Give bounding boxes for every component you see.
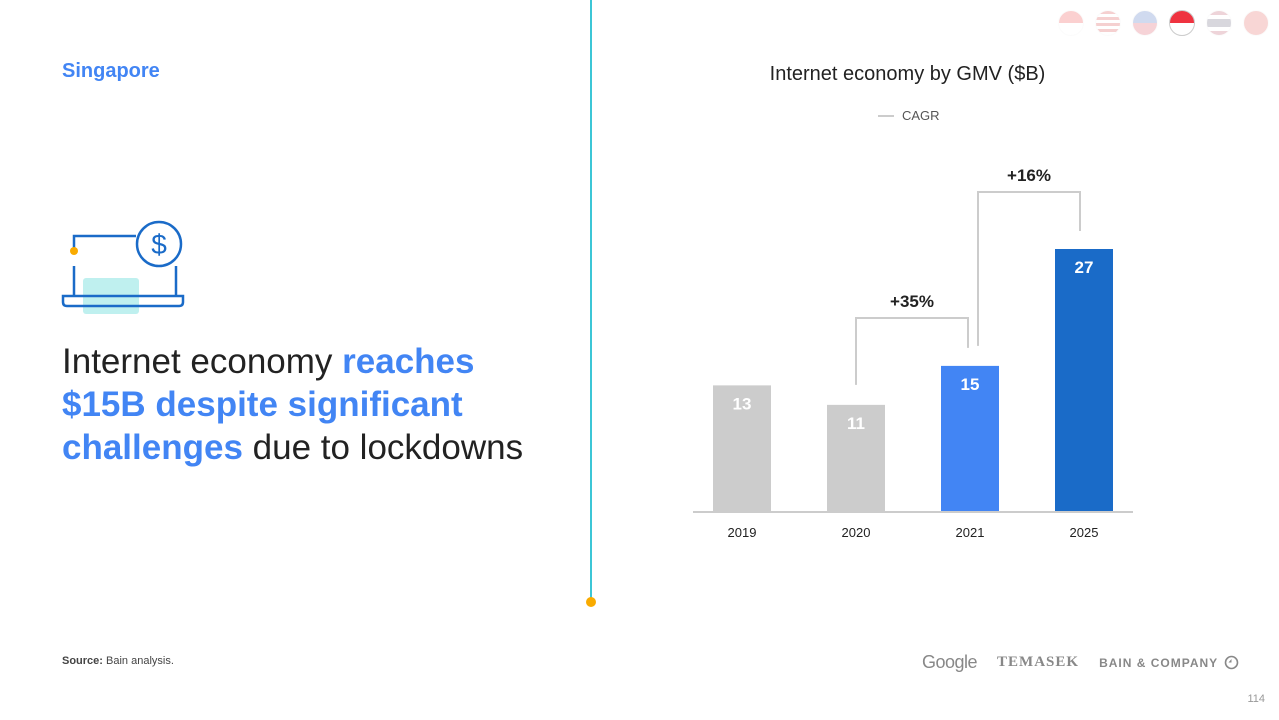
page-number: 114 — [1247, 693, 1265, 705]
flag-malaysia[interactable] — [1095, 10, 1121, 36]
divider-dot — [586, 597, 596, 607]
country-flags — [1058, 10, 1269, 36]
bar-label-2025: 27 — [1075, 258, 1094, 277]
x-tick-2019: 2019 — [728, 525, 757, 540]
headline: Internet economy reaches $15B despite si… — [62, 340, 532, 469]
bar-2020 — [827, 404, 885, 512]
bar-2019 — [713, 385, 771, 512]
headline-highlight: reaches $15B despite significant challen… — [62, 342, 475, 467]
cagr-bracket-2 — [977, 191, 1081, 346]
cagr-label-2: +16% — [1007, 166, 1051, 185]
bar-label-2021: 15 — [961, 375, 980, 394]
laptop-dollar-icon: $ — [61, 220, 185, 314]
headline-part1: Internet economy — [62, 342, 343, 381]
x-tick-2025: 2025 — [1070, 525, 1099, 540]
bar-2021 — [941, 365, 999, 512]
cagr-label-1: +35% — [890, 292, 934, 311]
x-tick-2021: 2021 — [956, 525, 985, 540]
flag-singapore[interactable] — [1169, 10, 1195, 36]
logo-temasek: TEMASEK — [997, 654, 1080, 670]
bar-label-2020: 11 — [847, 414, 865, 433]
logo-bain-text: BAIN & COMPANY — [1099, 655, 1219, 670]
bain-clock-icon — [1224, 655, 1239, 670]
x-tick-2020: 2020 — [842, 525, 871, 540]
partner-logos: Google TEMASEK BAIN & COMPANY — [922, 652, 1239, 673]
flag-philippines[interactable] — [1132, 10, 1158, 36]
cagr-bracket-1 — [855, 317, 969, 385]
svg-text:$: $ — [151, 229, 167, 260]
divider-line — [590, 0, 592, 602]
chart-legend: CAGR — [878, 108, 940, 123]
flag-thailand[interactable] — [1206, 10, 1232, 36]
legend-line — [878, 114, 894, 117]
bar-label-2019: 13 — [733, 394, 752, 413]
legend-label: CAGR — [902, 108, 940, 123]
flag-vietnam[interactable] — [1243, 10, 1269, 36]
source-label: Source: — [62, 655, 103, 667]
bar-2025 — [1055, 249, 1113, 512]
headline-part2: due to lockdowns — [242, 428, 524, 467]
flag-indonesia[interactable] — [1058, 10, 1084, 36]
logo-bain: BAIN & COMPANY — [1099, 655, 1239, 670]
source-note: Source: Bain analysis. — [62, 655, 174, 667]
source-text: Bain analysis. — [102, 655, 174, 667]
chart-title: Internet economy by GMV ($B) — [769, 63, 1046, 85]
logo-google: Google — [922, 652, 978, 672]
region-title: Singapore — [62, 60, 160, 82]
